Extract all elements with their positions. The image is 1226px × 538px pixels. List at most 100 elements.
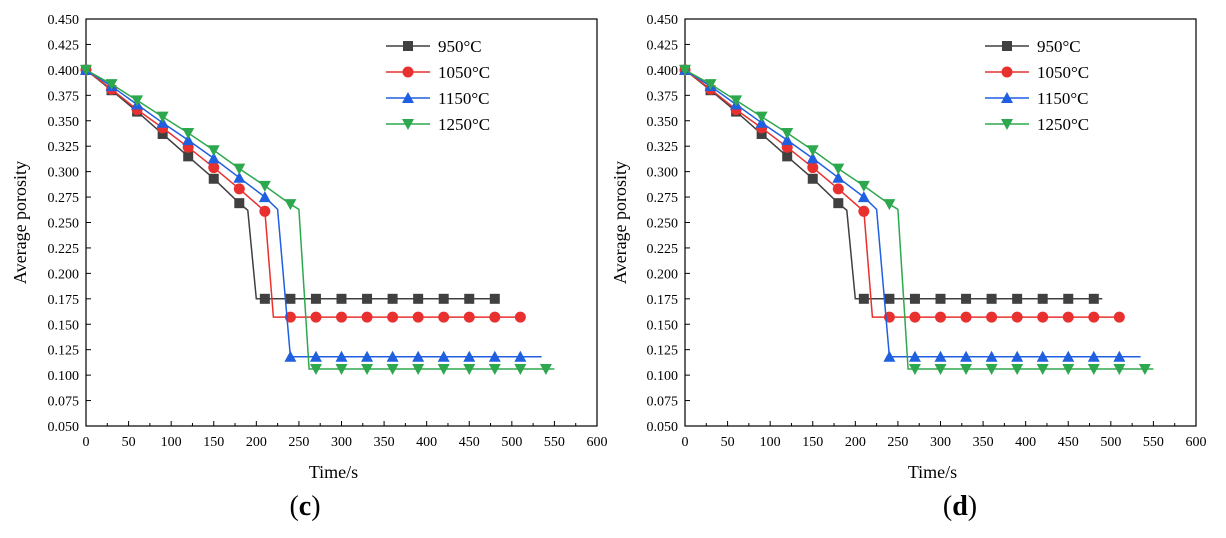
data-point	[539, 364, 552, 376]
x-tick-label: 300	[930, 435, 951, 450]
x-tick-label: 100	[760, 435, 781, 450]
data-point	[488, 350, 501, 362]
data-point	[464, 293, 475, 304]
data-point	[310, 311, 322, 323]
x-tick-label: 350	[374, 435, 395, 450]
y-tick-label: 0.375	[647, 89, 679, 104]
y-tick-label: 0.300	[647, 166, 679, 181]
data-point	[960, 350, 973, 362]
panel-label-open: (	[289, 491, 298, 522]
y-tick-label: 0.400	[647, 64, 679, 79]
data-point	[463, 364, 476, 376]
data-point	[1037, 311, 1049, 323]
data-point	[1011, 311, 1023, 323]
y-tick-label: 0.450	[48, 13, 80, 28]
y-tick-label: 0.125	[647, 344, 679, 359]
panel-label-close: )	[311, 491, 320, 522]
y-tick-label: 0.225	[48, 242, 80, 257]
y-tick-label: 0.250	[48, 217, 80, 232]
series-2	[679, 63, 1141, 362]
series-3	[80, 64, 555, 376]
data-point	[258, 191, 271, 203]
data-point	[514, 350, 527, 362]
data-point	[908, 364, 921, 376]
data-point	[207, 145, 220, 157]
data-point	[463, 311, 475, 323]
data-point	[857, 191, 870, 203]
data-point	[336, 311, 347, 323]
data-point	[934, 364, 947, 376]
y-tick-label: 0.075	[48, 395, 80, 410]
data-point	[884, 293, 895, 304]
legend-marker	[1001, 66, 1013, 78]
legend-label: 950°C	[438, 37, 482, 56]
y-tick-label: 0.425	[48, 38, 80, 53]
data-point	[438, 311, 450, 323]
data-point	[156, 111, 169, 123]
y-tick-label: 0.350	[48, 115, 80, 130]
panel-label: (d)	[943, 491, 977, 522]
data-point	[730, 95, 743, 107]
data-point	[883, 199, 896, 211]
legend-label: 1250°C	[1037, 115, 1089, 134]
x-tick-label: 150	[203, 435, 224, 450]
panel-label-letter: c	[299, 491, 311, 522]
panel-label: (c)	[289, 491, 320, 522]
data-point	[1138, 364, 1151, 376]
data-point	[679, 64, 691, 76]
x-tick-label: 50	[721, 435, 735, 450]
data-point	[807, 173, 818, 184]
data-point	[437, 364, 450, 376]
x-tick-label: 300	[331, 435, 352, 450]
x-tick-label: 250	[288, 435, 309, 450]
legend-label: 1050°C	[438, 63, 490, 82]
data-point	[1088, 293, 1099, 304]
x-tick-label: 0	[682, 435, 689, 450]
data-point	[438, 293, 449, 304]
legend-marker	[402, 92, 414, 103]
data-point	[1113, 350, 1126, 362]
x-axis-title: Time/s	[908, 462, 957, 482]
data-point	[488, 364, 501, 376]
data-point	[309, 364, 322, 376]
data-point	[412, 364, 425, 376]
data-point	[80, 64, 92, 76]
data-point	[1063, 293, 1074, 304]
y-tick-label: 0.150	[647, 318, 679, 333]
data-point	[437, 350, 450, 362]
data-point	[387, 293, 398, 304]
y-tick-label: 0.100	[48, 369, 80, 384]
data-point	[961, 293, 972, 304]
x-tick-label: 0	[83, 435, 90, 450]
data-point	[1087, 364, 1100, 376]
x-tick-label: 400	[1015, 435, 1036, 450]
data-point	[207, 152, 220, 164]
x-tick-label: 500	[1100, 435, 1121, 450]
data-point	[514, 311, 526, 323]
x-tick-label: 550	[1143, 435, 1164, 450]
data-point	[934, 350, 947, 362]
series-line	[85, 69, 495, 300]
data-point	[986, 311, 998, 323]
data-point	[413, 293, 424, 304]
legend-label: 1150°C	[1037, 89, 1089, 108]
data-point	[883, 350, 896, 362]
data-point	[386, 350, 399, 362]
x-tick-label: 450	[459, 435, 480, 450]
data-point	[514, 364, 527, 376]
legend-marker	[1001, 92, 1013, 103]
data-point	[335, 350, 348, 362]
data-point	[362, 293, 373, 304]
data-point	[335, 364, 348, 376]
legend-label: 1250°C	[438, 115, 490, 134]
data-point	[310, 293, 321, 304]
data-point	[1036, 350, 1049, 362]
data-point	[1088, 311, 1100, 323]
x-tick-label: 350	[973, 435, 994, 450]
data-point	[858, 293, 869, 304]
data-point	[463, 350, 476, 362]
legend-marker	[402, 66, 414, 78]
x-tick-label: 200	[246, 435, 267, 450]
data-point	[1113, 311, 1125, 323]
